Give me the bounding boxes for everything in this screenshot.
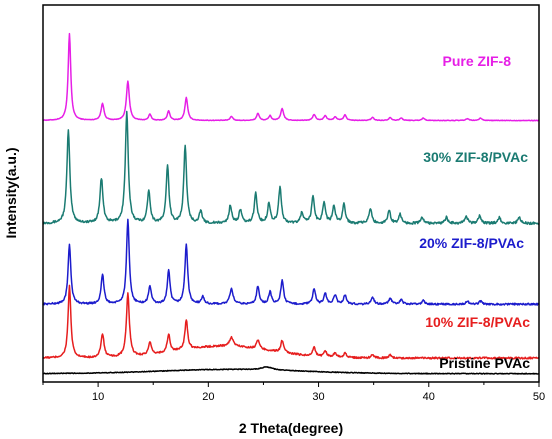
plot-frame xyxy=(42,4,540,383)
x-axis-title: 2 Theta(degree) xyxy=(239,420,343,436)
series-line-pure-zif-8 xyxy=(42,32,540,122)
series-label-20-zif8-pvac: 20% ZIF-8/PVAc xyxy=(419,235,524,251)
axes xyxy=(42,4,540,383)
series-layer xyxy=(42,32,540,375)
x-ticks: 10 20 30 40 50 xyxy=(42,382,545,403)
x-tick-label: 20 xyxy=(202,391,214,403)
x-tick-label: 50 xyxy=(533,391,545,403)
series-label-layer: Pure ZIF-8 30% ZIF-8/PVAc 20% ZIF-8/PVAc… xyxy=(419,53,530,371)
series-label-10-zif8-pvac: 10% ZIF-8/PVAc xyxy=(425,314,530,330)
series-label-30-zif8-pvac: 30% ZIF-8/PVAc xyxy=(423,149,528,165)
series-label-pure-zif8: Pure ZIF-8 xyxy=(443,53,512,69)
y-axis-title: Intensity(a.u.) xyxy=(3,147,19,238)
series-line-pristine-pvac xyxy=(42,366,540,375)
x-tick-label: 40 xyxy=(423,391,435,403)
series-label-pristine-pvac: Pristine PVAc xyxy=(439,355,530,371)
x-tick-label: 10 xyxy=(92,391,104,403)
series-line-20-zif-8-pvac xyxy=(42,218,540,306)
series-line-10-zif-8-pvac xyxy=(42,284,540,360)
x-tick-label: 30 xyxy=(312,391,324,403)
series-line-30-zif-8-pvac xyxy=(42,110,540,226)
